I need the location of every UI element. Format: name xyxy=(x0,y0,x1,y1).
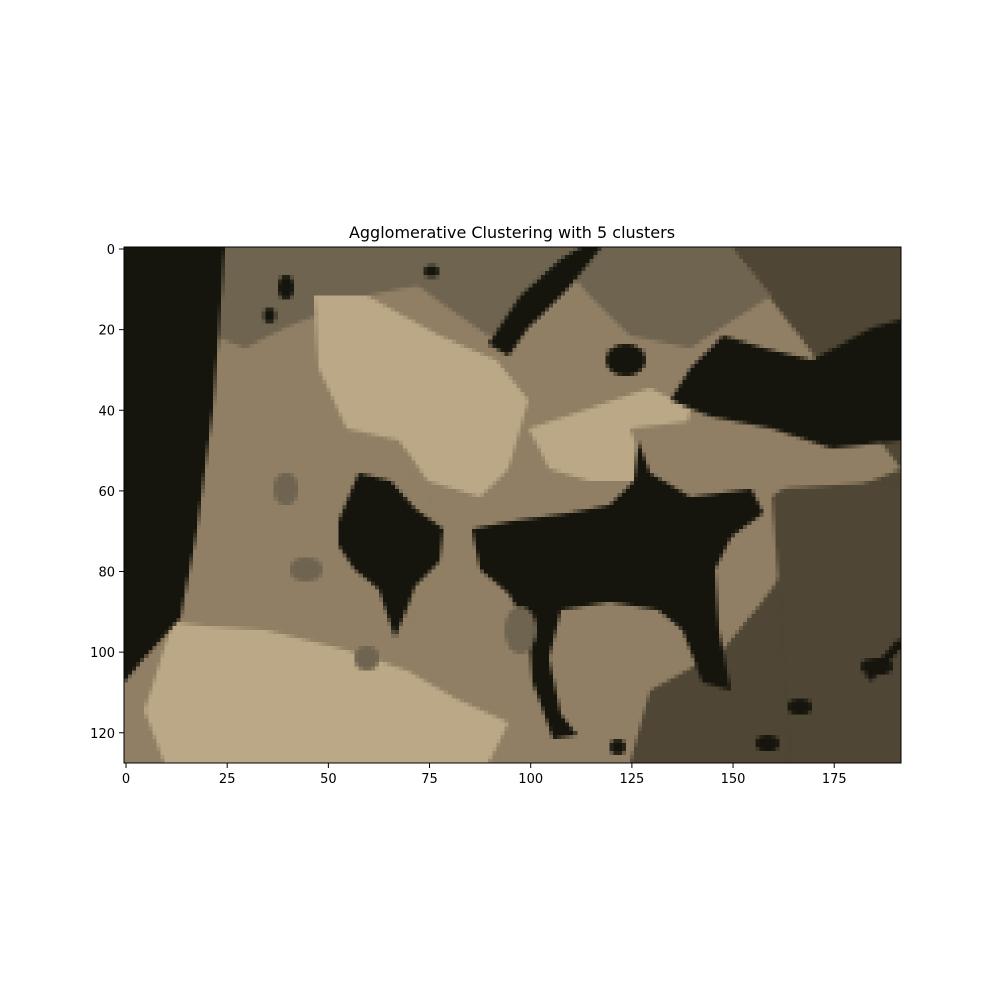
x-tick-label: 150 xyxy=(721,772,746,787)
plot-frame xyxy=(123,246,902,764)
x-tick-label: 50 xyxy=(320,772,337,787)
y-tick-label: 80 xyxy=(98,566,115,581)
x-tick-label: 175 xyxy=(822,772,847,787)
x-tick-label: 25 xyxy=(219,772,236,787)
x-tick-label: 125 xyxy=(619,772,644,787)
cluster-image-raster xyxy=(124,247,901,763)
y-tick-label: 0 xyxy=(107,243,115,258)
y-tick-label: 100 xyxy=(90,646,115,661)
chart-title: Agglomerative Clustering with 5 clusters xyxy=(349,223,675,242)
x-axis: 0 25 50 75 100 125 150 175 xyxy=(122,763,847,787)
x-tick-label: 75 xyxy=(421,772,438,787)
y-axis: 0 20 40 60 80 100 120 xyxy=(90,243,124,742)
x-tick-label: 100 xyxy=(518,772,543,787)
y-tick-label: 20 xyxy=(98,324,115,339)
y-tick-label: 60 xyxy=(98,485,115,500)
x-tick-label: 0 xyxy=(122,772,130,787)
y-tick-label: 40 xyxy=(98,404,115,419)
clustered-image xyxy=(124,247,901,763)
y-tick-label: 120 xyxy=(90,727,115,742)
